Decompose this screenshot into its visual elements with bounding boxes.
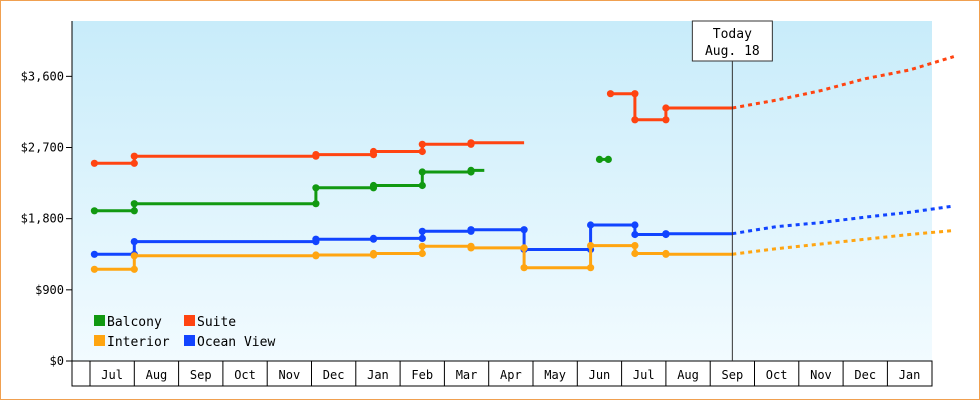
x-tick-label: Apr [500,368,522,382]
suite-point [312,151,320,159]
interior-point [662,250,670,258]
x-tick-label: Aug [146,368,168,382]
today-marker: Today Aug. 18 [691,20,773,361]
suite-point [631,90,639,98]
interior-point [631,242,639,250]
balcony-point [90,207,98,215]
ocean-view-point [369,234,378,242]
interior-point [587,264,595,272]
y-tick-label: $2,700 [21,141,64,155]
legend-swatch-suite [184,315,195,326]
balcony-point [467,166,475,174]
x-tick-label: Nov [279,368,301,382]
balcony-point [130,207,138,215]
ocean-view-point [631,221,639,229]
series-layer [90,55,955,273]
balcony-point [312,184,320,192]
balcony-point [595,155,604,163]
ocean-view-point [130,238,138,246]
plot-background [72,21,932,361]
interior-point [520,264,528,272]
suite-point [90,159,98,167]
legend-swatch-ocean-view [184,335,195,346]
legend-swatch-interior [94,335,105,346]
x-tick-label: Nov [810,368,832,382]
suite-point [662,104,670,112]
today-label: Today [713,27,752,42]
x-tick-label: Jan [367,368,389,382]
today-date: Aug. 18 [705,44,760,59]
x-tick-label: Jul [101,368,123,382]
ocean-view-point [312,235,320,243]
x-tick-label: Dec [323,368,345,382]
ocean-view-point [520,226,528,234]
x-tick-label: Mar [456,368,478,382]
suite-line [610,92,733,122]
interior-point [467,244,475,252]
x-tick-label: Jun [589,368,611,382]
y-axis: $0 $900 $1,800 $2,700 $3,600 [21,21,73,386]
ocean-view-point [631,230,639,239]
x-axis: Jul Aug Sep Oct Nov Dec Jan Feb Mar Apr May Jun Jul A… [71,360,933,387]
interior-point [520,244,528,252]
suite-forecast-line [732,55,955,110]
x-tick-label: Sep [190,368,212,382]
balcony-point [312,200,320,208]
interior-point [90,265,98,273]
interior-point [130,265,138,273]
suite-point [662,116,670,124]
ocean-view-forecast-line [732,204,955,236]
x-tick-label: Dec [854,368,876,382]
suite-point [606,90,615,98]
balcony-point [130,200,138,208]
y-tick-label: $3,600 [21,69,64,83]
interior-point [587,242,595,250]
balcony-point [604,155,612,163]
ocean-view-point [90,250,98,258]
ocean-view-point [418,234,426,242]
ocean-view-point [662,230,670,238]
x-tick-label: Aug [677,368,699,382]
y-tick-label: $0 [50,354,64,368]
interior-point [418,249,426,258]
x-tick-label: Oct [234,368,256,382]
x-tick-label: Sep [722,368,744,382]
interior-point [631,249,639,258]
x-tick-label: Jan [899,368,921,382]
y-tick-label: $1,800 [21,212,64,226]
y-tick-label: $900 [35,283,64,297]
legend: Balcony Suite Interior Ocean View [94,315,275,350]
suite-point [418,140,426,148]
x-axis-band [71,360,933,387]
legend-label-balcony: Balcony [107,315,162,330]
legend-swatch-balcony [94,315,105,326]
x-tick-label: Feb [411,368,433,382]
ocean-view-point [418,227,426,235]
interior-point [369,249,378,258]
ocean-view-point [587,221,595,229]
x-tick-label: May [544,368,566,382]
interior-point [418,242,426,250]
balcony-point [369,181,378,190]
legend-label-ocean-view: Ocean View [197,335,275,350]
legend-label-suite: Suite [197,315,236,330]
interior-point [130,252,138,260]
suite-point [631,116,639,124]
suite-point [369,147,378,156]
balcony-point [418,168,426,176]
x-tick-label: Jul [633,368,655,382]
interior-point [312,251,320,259]
x-tick-label: Oct [766,368,788,382]
suite-point [130,152,138,160]
suite-point [467,139,475,147]
today-box [691,20,773,62]
suite-point [418,147,426,156]
balcony-point [418,181,426,190]
interior-forecast-line [732,229,954,256]
ocean-view-point [467,226,475,234]
legend-label-interior: Interior [107,335,170,350]
suite-point [130,159,138,167]
